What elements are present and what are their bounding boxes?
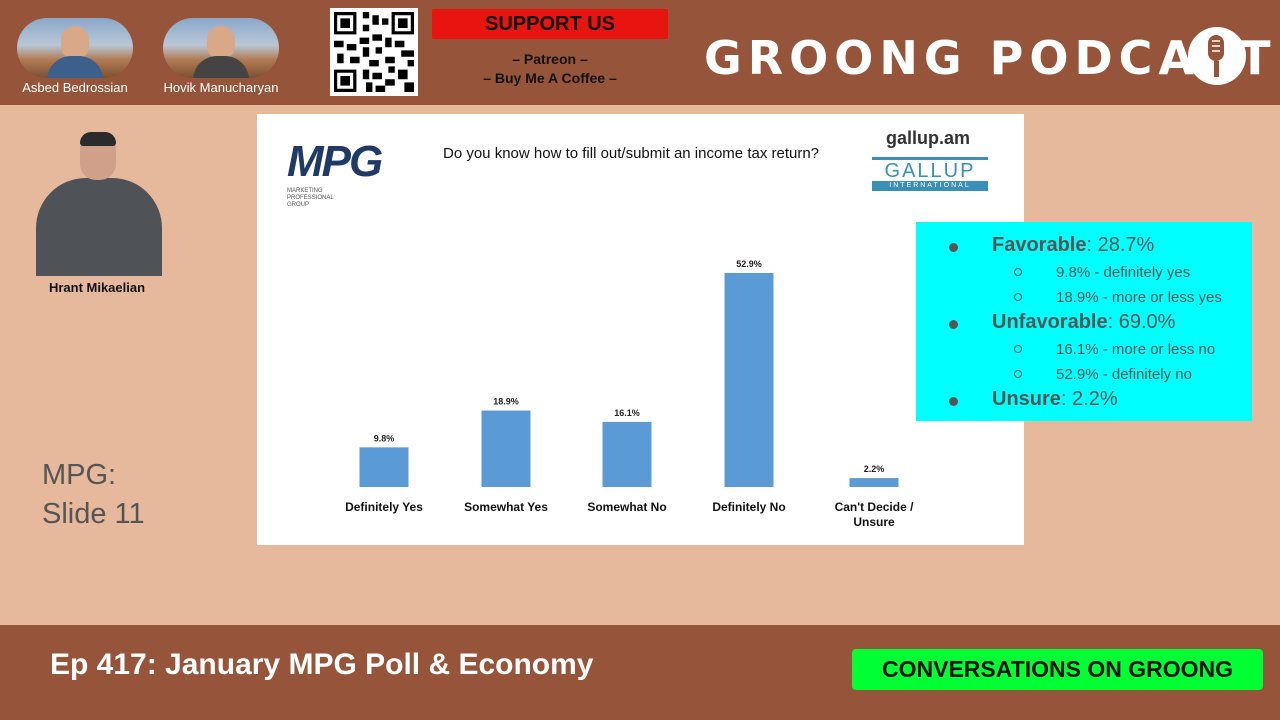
unsure-value: : 2.2%	[1060, 388, 1118, 410]
poll-slide: MPG MARKETING PROFESSIONAL GROUP Do you …	[257, 114, 1024, 545]
mpg-logo-subtitle: MARKETING PROFESSIONAL GROUP	[287, 188, 334, 208]
host-name: Asbed Bedrossian	[22, 80, 128, 95]
chart-category-label: Can't Decide / Unsure	[835, 500, 915, 529]
summary-sub-item: 52.9% - definitely no	[916, 363, 1252, 387]
gallup-url: gallup.am	[886, 128, 971, 148]
microphone-icon	[1188, 27, 1246, 85]
summary-box: Favorable: 28.7% 9.8% - definitely yes 1…	[916, 222, 1252, 421]
summary-sub-item: 18.9% - more or less yes	[916, 286, 1252, 310]
summary-sub-item: 16.1% - more or less no	[916, 338, 1252, 362]
circle-bullet-icon	[1014, 345, 1022, 353]
podcast-title: GROONG PODCAST	[704, 31, 1277, 85]
bullet-icon	[949, 243, 958, 252]
circle-bullet-icon	[1014, 370, 1022, 378]
guest-photo	[22, 128, 172, 276]
host-photo	[163, 18, 279, 78]
host-name: Hovik Manucharyan	[163, 80, 279, 95]
gallup-logo: GALLUP INTERNATIONAL	[872, 157, 988, 195]
chart-bar	[602, 421, 652, 487]
chart-category-label: Somewhat No	[587, 500, 666, 514]
gallup-logo-word: GALLUP	[872, 157, 988, 182]
slide-label-line2: Slide 11	[42, 498, 145, 530]
bullet-icon	[949, 397, 958, 406]
summary-favorable: Favorable: 28.7%	[916, 234, 1252, 260]
summary-unfavorable: Unfavorable: 69.0%	[916, 311, 1252, 337]
chart-bar	[481, 410, 531, 487]
chart-bar	[724, 273, 774, 487]
patreon-link[interactable]: – Patreon –	[512, 51, 588, 67]
mpg-logo: MPG MARKETING PROFESSIONAL GROUP	[287, 138, 417, 218]
slide-label-line1: MPG:	[42, 459, 117, 491]
circle-bullet-icon	[1014, 268, 1022, 276]
chart-data-label: 9.8%	[374, 433, 395, 443]
qr-code	[330, 8, 418, 96]
episode-title: Ep 417: January MPG Poll & Economy	[50, 648, 594, 681]
support-links: – Patreon – – Buy Me A Coffee –	[432, 50, 668, 88]
buy-me-a-coffee-link[interactable]: – Buy Me A Coffee –	[483, 70, 617, 86]
slide-label: MPG: Slide 11	[42, 456, 145, 534]
show-badge: CONVERSATIONS ON GROONG	[852, 649, 1263, 690]
qr-code-icon	[334, 12, 414, 92]
summary-sub-item: 9.8% - definitely yes	[916, 261, 1252, 285]
summary-unsure: Unsure: 2.2%	[916, 388, 1252, 414]
unsure-label: Unsure	[992, 388, 1061, 410]
chart-data-label: 18.9%	[493, 397, 519, 407]
bullet-icon	[949, 320, 958, 329]
chart-category-label: Somewhat Yes	[464, 500, 548, 514]
chart-data-label: 16.1%	[614, 408, 640, 418]
chart-data-label: 52.9%	[736, 259, 762, 269]
chart-bar	[849, 478, 899, 487]
host-photo	[17, 18, 133, 78]
unfavorable-label: Unfavorable	[992, 311, 1108, 333]
poll-question: Do you know how to fill out/submit an in…	[443, 145, 820, 162]
chart-category-label: Definitely Yes	[345, 500, 423, 514]
chart-category-label: Definitely No	[712, 500, 785, 514]
support-us-button[interactable]: SUPPORT US	[432, 9, 668, 39]
guest-panel: Hrant Mikaelian	[22, 128, 172, 295]
circle-bullet-icon	[1014, 293, 1022, 301]
guest-name: Hrant Mikaelian	[48, 280, 146, 295]
chart-data-label: 2.2%	[864, 464, 885, 474]
bar-chart: 9.8% Definitely Yes 18.9% Somewhat Yes 16.1%…	[345, 259, 915, 529]
unfavorable-value: : 69.0%	[1107, 311, 1176, 333]
favorable-label: Favorable	[992, 234, 1087, 256]
mpg-logo-letters: MPG	[287, 137, 383, 186]
favorable-value: : 28.7%	[1086, 234, 1155, 256]
gallup-logo-sub: INTERNATIONAL	[872, 181, 988, 191]
chart-bar	[359, 447, 409, 487]
host-hovik: Hovik Manucharyan	[161, 18, 281, 95]
host-asbed: Asbed Bedrossian	[15, 18, 135, 95]
